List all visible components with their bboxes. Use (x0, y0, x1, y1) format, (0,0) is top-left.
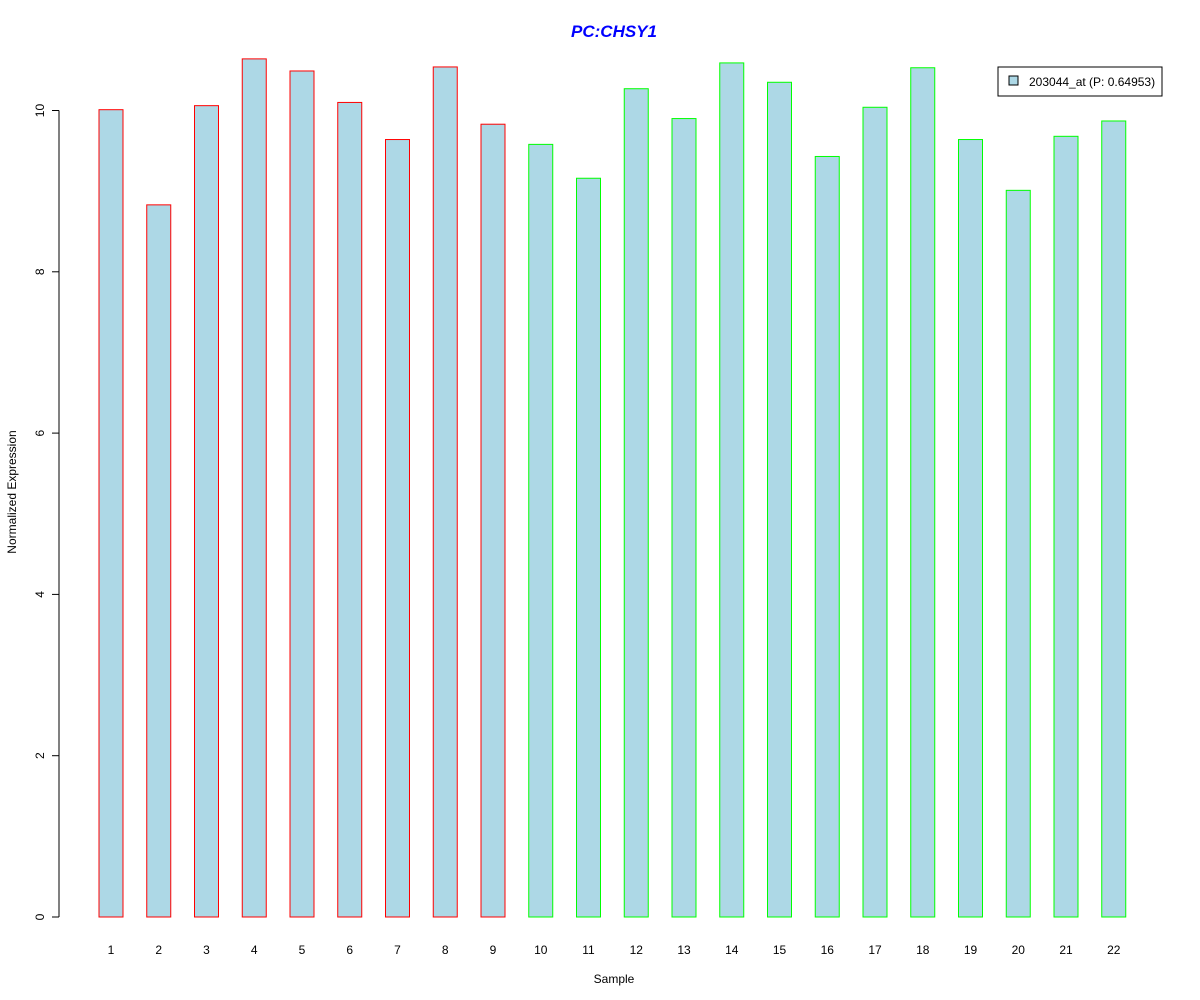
x-tick-label: 12 (630, 943, 644, 957)
x-tick-label: 7 (394, 943, 401, 957)
x-axis-label: Sample (594, 972, 635, 986)
bar-sample-7 (385, 139, 410, 918)
bar-sample-14 (719, 62, 745, 918)
bar-sample-1 (98, 109, 124, 918)
x-tick-label: 4 (251, 943, 258, 957)
legend-label: 203044_at (P: 0.64953) (1029, 75, 1155, 89)
x-tick-label: 21 (1059, 943, 1073, 957)
bars (98, 58, 1127, 918)
bar-sample-15 (767, 81, 792, 918)
bar-sample-2 (146, 204, 172, 918)
y-tick-label: 0 (33, 913, 47, 920)
x-tick-label: 3 (203, 943, 210, 957)
chart-title: PC:CHSY1 (571, 22, 657, 41)
bar-sample-11 (576, 177, 601, 918)
bar-sample-22 (1101, 120, 1127, 918)
x-tick-label: 18 (916, 943, 930, 957)
x-tick-label: 13 (677, 943, 691, 957)
legend-box (997, 66, 1163, 97)
legend: 203044_at (P: 0.64953) (997, 66, 1163, 97)
y-axis: 0 2 4 6 8 10 (33, 104, 60, 920)
x-axis-ticks: 1 2 3 4 5 6 7 8 9 10 11 12 13 14 15 16 17 18 19 20 21 22 (108, 943, 1121, 957)
x-tick-label: 14 (725, 943, 739, 957)
bar-sample-20 (1005, 189, 1031, 918)
x-tick-label: 6 (346, 943, 353, 957)
x-tick-label: 10 (534, 943, 548, 957)
bar-sample-12 (623, 88, 649, 918)
y-tick-label: 8 (33, 268, 47, 275)
y-tick-label: 10 (33, 104, 47, 118)
bar-sample-5 (289, 70, 315, 918)
y-tick-label: 2 (33, 752, 47, 759)
bar-sample-8 (432, 66, 458, 918)
x-tick-label: 2 (155, 943, 162, 957)
bar-sample-13 (671, 118, 697, 918)
x-tick-label: 9 (490, 943, 497, 957)
y-axis-label: Normalized Expression (5, 430, 19, 553)
bar-sample-16 (814, 155, 840, 918)
bar-sample-19 (958, 139, 983, 918)
x-tick-label: 1 (108, 943, 115, 957)
bar-sample-17 (862, 106, 888, 918)
x-tick-label: 17 (868, 943, 882, 957)
bar-sample-4 (241, 58, 267, 918)
x-tick-label: 19 (964, 943, 978, 957)
bar-sample-3 (194, 105, 219, 918)
bar-sample-6 (337, 101, 363, 918)
legend-swatch (1008, 75, 1019, 86)
x-tick-label: 22 (1107, 943, 1121, 957)
y-tick-label: 6 (33, 429, 47, 436)
y-tick-label: 4 (33, 591, 47, 598)
bar-sample-10 (528, 143, 554, 918)
x-tick-label: 20 (1012, 943, 1026, 957)
x-tick-label: 11 (582, 943, 595, 957)
bar-sample-21 (1053, 135, 1079, 918)
bar-sample-9 (480, 123, 506, 918)
x-tick-label: 5 (299, 943, 306, 957)
x-tick-label: 8 (442, 943, 449, 957)
bar-sample-18 (910, 67, 936, 918)
x-tick-label: 16 (821, 943, 835, 957)
x-tick-label: 15 (773, 943, 787, 957)
